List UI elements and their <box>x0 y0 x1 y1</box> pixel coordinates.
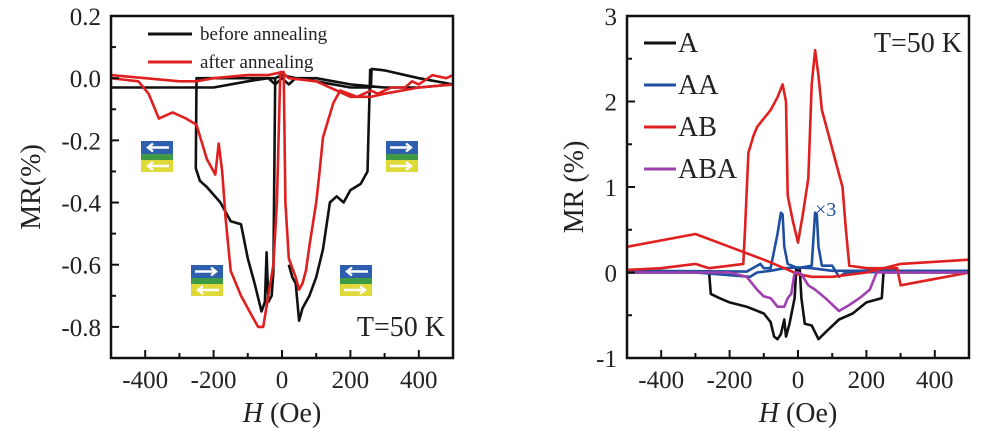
magnetization-icon-antiparallel-b <box>340 265 372 296</box>
legend-label-aa: AA <box>678 70 719 101</box>
y-tick-label: 0.0 <box>70 66 101 93</box>
series-line-before-annealing <box>111 67 453 322</box>
x-tick-label: -400 <box>638 367 684 394</box>
x-tick-label: 200 <box>332 367 370 394</box>
magnetization-icon-antiparallel-a <box>191 265 223 296</box>
series-line-a <box>627 266 969 341</box>
y-tick-label: 1 <box>605 175 618 202</box>
series-line-ab <box>627 48 969 287</box>
y-tick-label: 3 <box>605 4 618 31</box>
x-tick-label: -200 <box>707 367 753 394</box>
right-x-axis-label: H (Oe) <box>758 398 838 429</box>
magnetization-icon-antiparallel-left <box>141 141 173 172</box>
right-temperature-annotation: T=50 K <box>874 28 962 59</box>
y-tick-label: -0.2 <box>61 128 101 155</box>
x-tick-label: 400 <box>916 367 954 394</box>
left-x-axis-label: H (Oe) <box>242 398 322 429</box>
left-chart: -400 -200 0 200 400 0.2 0.0 -0.2 -0.4 -0.6 -0.8 H … <box>16 4 455 429</box>
y-tick-label: 0 <box>605 261 618 288</box>
legend-label-after-annealing: after annealing <box>200 52 314 73</box>
legend-label-before-annealing: before annealing <box>200 24 328 45</box>
right-plot-frame <box>625 14 971 360</box>
y-tick-label: -1 <box>596 346 617 373</box>
y-tick-label: -0.4 <box>61 191 101 218</box>
right-chart: -400 -200 0 200 400 3 2 1 0 -1 H (Oe) MR (%) T=50… <box>559 4 971 429</box>
x-tick-label: -200 <box>191 367 237 394</box>
magnetization-icon-parallel-right <box>386 141 418 172</box>
legend-label-ab: AB <box>678 112 717 143</box>
x-tick-label: 200 <box>848 367 886 394</box>
x-tick-label: 0 <box>276 367 289 394</box>
left-plot-frame <box>109 14 455 360</box>
series-line-after-annealing <box>111 70 453 329</box>
y-tick-label: 2 <box>605 90 618 117</box>
y-tick-label: 0.2 <box>70 4 101 31</box>
series-line-aba <box>627 271 969 313</box>
left-y-axis-label: MR(%) <box>16 144 47 230</box>
left-legend: before annealing after annealing <box>148 24 328 73</box>
x-tick-label: -400 <box>122 367 168 394</box>
y-tick-label: -0.8 <box>61 315 101 342</box>
scale-factor-label: ×3 <box>815 199 836 221</box>
y-tick-label: -0.6 <box>61 253 101 280</box>
legend-label-a: A <box>678 28 699 59</box>
right-y-axis-label: MR (%) <box>559 141 590 234</box>
legend-label-aba: ABA <box>678 154 738 185</box>
left-temperature-annotation: T=50 K <box>357 312 445 343</box>
x-tick-label: 0 <box>792 367 805 394</box>
x-tick-label: 400 <box>400 367 438 394</box>
